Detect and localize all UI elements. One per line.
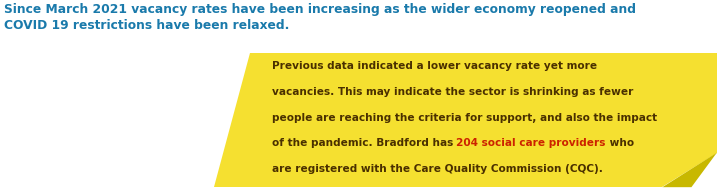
Text: people are reaching the criteria for support, and also the impact: people are reaching the criteria for sup… (272, 113, 657, 123)
Text: are registered with the Care Quality Commission (CQC).: are registered with the Care Quality Com… (272, 164, 602, 174)
Text: Previous data indicated a lower vacancy rate yet more: Previous data indicated a lower vacancy … (272, 61, 597, 71)
Polygon shape (662, 153, 717, 187)
Text: Since March 2021 vacancy rates have been increasing as the wider economy reopene: Since March 2021 vacancy rates have been… (4, 3, 636, 32)
Text: vacancies. This may indicate the sector is shrinking as fewer: vacancies. This may indicate the sector … (272, 87, 633, 97)
Text: who: who (606, 138, 634, 148)
Text: of the pandemic. Bradford has: of the pandemic. Bradford has (272, 138, 456, 148)
Polygon shape (662, 153, 717, 187)
Polygon shape (214, 53, 717, 187)
Text: 204 social care providers: 204 social care providers (456, 138, 606, 148)
